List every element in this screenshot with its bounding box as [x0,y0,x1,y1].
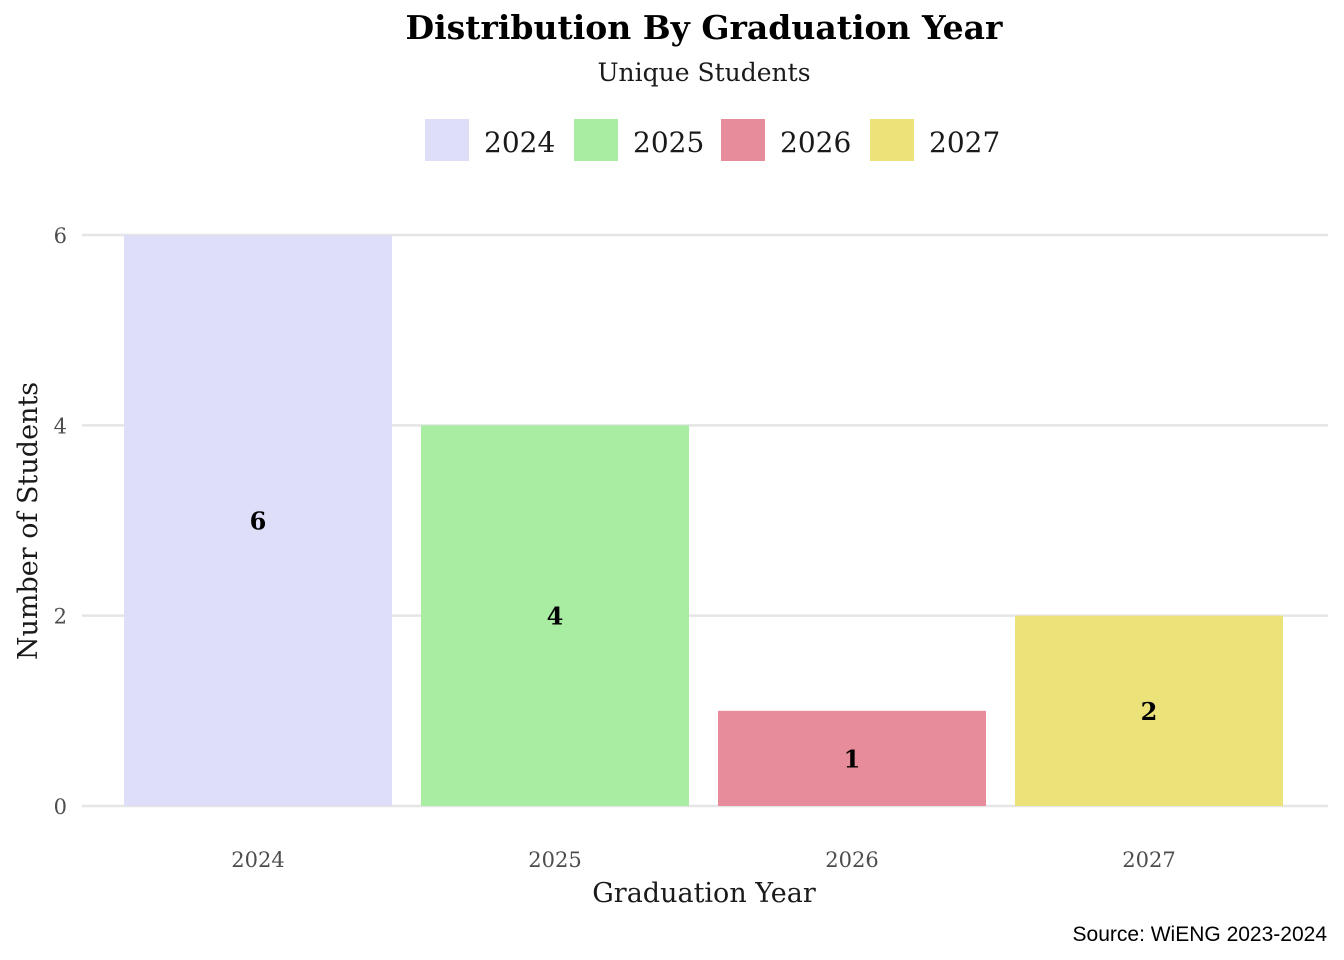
y-tick-label: 2 [54,605,67,629]
legend-label-2027: 2027 [929,126,1000,159]
y-tick-label: 0 [54,795,67,819]
legend-swatch-2025 [574,119,618,161]
bar-2025 [421,425,689,806]
legend-label-2025: 2025 [633,126,704,159]
legend-label-2024: 2024 [484,126,555,159]
data-label-2026: 1 [844,744,861,773]
legend-swatch-2027 [870,119,914,161]
x-tick-label: 2025 [528,848,581,872]
source-caption: Source: WiENG 2023-2024 [1073,923,1328,946]
chart-title: Distribution By Graduation Year [406,8,1004,47]
legend-label-2026: 2026 [780,126,851,159]
y-tick-label: 6 [54,224,67,248]
bar-2026 [718,710,986,806]
y-axis-ticks: 0 2 4 6 [54,224,67,819]
x-tick-label: 2027 [1122,848,1175,872]
x-tick-label: 2026 [825,848,878,872]
legend: 2024 2025 2026 2027 [425,119,1000,161]
chart-subtitle: Unique Students [597,58,810,87]
x-tick-label: 2024 [231,848,284,872]
data-labels: 6 4 1 2 [250,507,1158,774]
data-label-2024: 6 [250,507,267,536]
data-label-2025: 4 [547,602,564,631]
bars [124,235,1283,806]
y-tick-label: 4 [54,414,67,438]
data-label-2027: 2 [1141,697,1158,726]
y-axis-title: Number of Students [13,382,44,660]
legend-swatch-2026 [721,119,765,161]
bar-2024 [124,235,392,806]
x-axis-title: Graduation Year [592,878,816,909]
x-axis-ticks: 2024 2025 2026 2027 [231,848,1175,872]
legend-swatch-2024 [425,119,469,161]
bar-2027 [1015,615,1283,806]
